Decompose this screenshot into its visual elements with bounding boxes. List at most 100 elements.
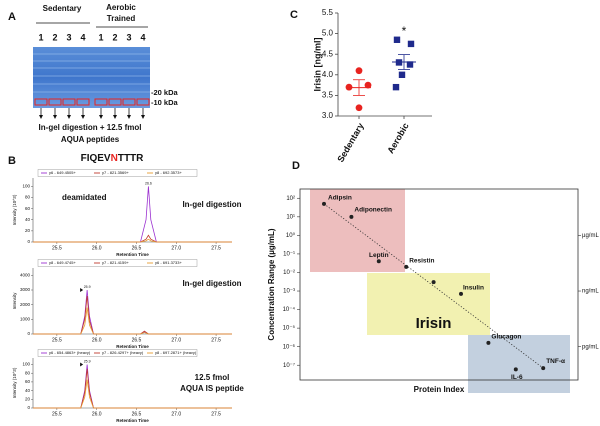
excised-band bbox=[48, 98, 62, 106]
group-label: Aerobic bbox=[106, 3, 136, 12]
x-tick-label: Sedentary bbox=[335, 121, 365, 164]
y-tick-label: 10⁻⁷ bbox=[283, 362, 295, 369]
y-tick-label: 10² bbox=[286, 196, 295, 202]
lane-number: 3 bbox=[126, 32, 131, 42]
plot-frame bbox=[299, 188, 579, 381]
x-tick-label: 27.5 bbox=[211, 411, 221, 417]
data-point bbox=[355, 104, 363, 112]
arrow-head bbox=[67, 115, 71, 119]
excised-band bbox=[136, 98, 150, 106]
y-axis-label: Irisin [ng/ml] bbox=[312, 37, 322, 91]
x-tick-label: 27.0 bbox=[171, 245, 181, 251]
y-axis-label: Intensity bbox=[12, 292, 17, 310]
data-point bbox=[406, 61, 414, 68]
arrow-head bbox=[39, 115, 43, 119]
chromatogram-trace bbox=[33, 238, 232, 243]
excised-band bbox=[108, 98, 122, 106]
group-label: Sedentary bbox=[43, 4, 82, 13]
y-tick-label: 4.0 bbox=[322, 70, 334, 79]
annotation: In-gel digestion bbox=[182, 200, 241, 209]
y-axis-label: Intensity (10^3) bbox=[12, 194, 17, 225]
y-tick-label: 5.5 bbox=[322, 8, 334, 17]
panel-label: C bbox=[290, 9, 298, 21]
y-tick-label: 0 bbox=[27, 331, 30, 336]
excised-band bbox=[94, 98, 108, 106]
panel-label: B bbox=[8, 155, 16, 167]
peptide-site: N bbox=[111, 153, 118, 164]
y-tick-label: 0 bbox=[27, 405, 30, 410]
annotation: deamidated bbox=[62, 193, 107, 202]
data-point bbox=[393, 36, 401, 43]
x-axis-label: Retention Time bbox=[116, 252, 149, 257]
peak-marker bbox=[80, 288, 84, 292]
chromatogram-trace bbox=[33, 234, 232, 243]
caption: In-gel digestion + 12.5 fmol bbox=[39, 123, 142, 132]
x-tick-label: 25.5 bbox=[52, 411, 62, 417]
y-tick-label: 10⁻³ bbox=[283, 289, 295, 295]
annotation: AQUA IS peptide bbox=[180, 384, 244, 393]
legend-label: y8 - 649.4745+ bbox=[49, 260, 76, 265]
legend-box bbox=[37, 259, 198, 267]
data-point bbox=[541, 366, 546, 371]
y-tick-label: 2000 bbox=[20, 302, 31, 307]
chromatogram-trace bbox=[33, 307, 232, 335]
arrow-head bbox=[113, 115, 117, 119]
region bbox=[310, 189, 405, 272]
legend-label: y6 - 654.4863+ (heavy) bbox=[49, 350, 91, 355]
highlight-label: Irisin bbox=[416, 315, 452, 332]
marker-label: -10 kDa bbox=[151, 98, 179, 107]
peak-marker bbox=[80, 362, 84, 367]
data-point bbox=[486, 340, 491, 345]
legend-box bbox=[37, 349, 198, 357]
legend-label: y8 - 692.3573+ bbox=[155, 170, 182, 175]
x-tick-label: 26.5 bbox=[132, 337, 142, 343]
lane-number: 1 bbox=[98, 32, 103, 42]
arrow-head bbox=[141, 115, 145, 119]
legend-label: y6 - 691.3733+ bbox=[155, 260, 182, 265]
point-label: Adipsin bbox=[328, 195, 352, 202]
y-tick-label: 0 bbox=[27, 239, 30, 244]
x-axis-label: Retention Time bbox=[116, 418, 149, 423]
group-label: Trained bbox=[107, 14, 136, 23]
legend-label: y8 - 697.2871+ (heavy) bbox=[155, 350, 197, 355]
lane-number: 4 bbox=[140, 32, 145, 42]
y-tick-label: 40 bbox=[25, 388, 31, 393]
region bbox=[367, 273, 490, 335]
y-tick-label: 80 bbox=[25, 370, 31, 375]
marker-label: -20 kDa bbox=[151, 88, 179, 97]
point-label: Glucagon bbox=[491, 334, 521, 341]
y-tick-label: 60 bbox=[25, 379, 31, 384]
peptide-part: TTTR bbox=[118, 153, 144, 164]
excised-band bbox=[62, 98, 76, 106]
y-tick-label: 10⁻⁵ bbox=[283, 325, 296, 332]
gel-bands bbox=[33, 53, 150, 93]
arrow-head bbox=[99, 115, 103, 119]
unit-label: ng/mL bbox=[582, 289, 599, 295]
data-point bbox=[459, 291, 463, 296]
y-tick-label: 100 bbox=[22, 362, 30, 367]
data-point bbox=[398, 71, 406, 78]
data-point bbox=[355, 67, 363, 75]
peptide-part: FIQEV bbox=[81, 153, 111, 164]
peak-label: 25.9 bbox=[84, 285, 91, 289]
y-tick-label: 10¹ bbox=[286, 214, 295, 220]
point-label: Resistin bbox=[409, 258, 434, 265]
x-tick-label: 26.0 bbox=[92, 245, 102, 251]
x-axis-label: Retention Time bbox=[116, 344, 149, 349]
y-axis-label: Concentration Range (µg/mL) bbox=[267, 228, 276, 341]
y-tick-label: 10⁻¹ bbox=[283, 252, 295, 258]
peak-label: 25.9 bbox=[84, 359, 91, 363]
excised-band bbox=[34, 98, 48, 106]
y-tick-label: 10⁰ bbox=[286, 232, 296, 239]
legend-box bbox=[37, 169, 198, 177]
x-axis-label: Protein Index bbox=[414, 385, 465, 394]
y-tick-label: 60 bbox=[25, 206, 31, 211]
annotation: 12.5 fmol bbox=[195, 373, 230, 382]
x-tick-label: 26.0 bbox=[92, 411, 102, 417]
point-label: Leptin bbox=[369, 252, 389, 259]
y-tick-label: 100 bbox=[22, 184, 30, 189]
panel-label: D bbox=[292, 160, 300, 172]
chromatogram-trace bbox=[33, 289, 232, 335]
